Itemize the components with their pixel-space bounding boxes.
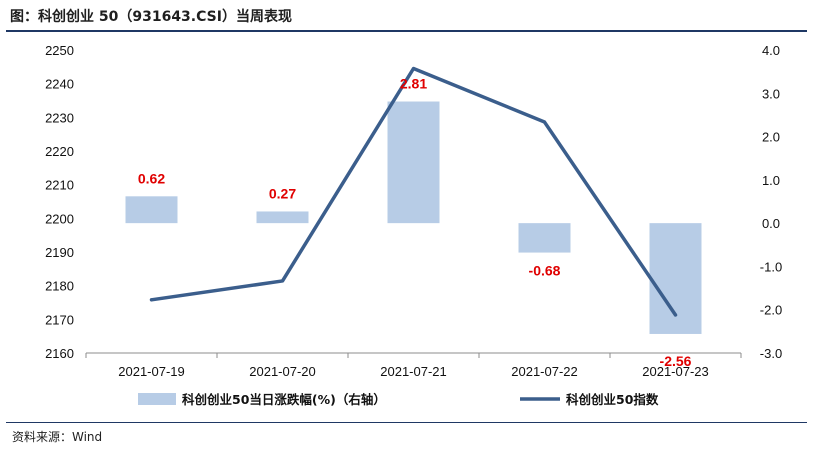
bar-data-label: -2.56 bbox=[660, 353, 692, 369]
y-right-tick-label: 4.0 bbox=[762, 43, 780, 58]
legend-line-label: 科创创业50指数 bbox=[566, 392, 659, 407]
x-tick-label: 2021-07-19 bbox=[118, 364, 185, 379]
change-bar bbox=[256, 211, 309, 224]
chart-title: 图：科创创业 50（931643.CSI）当周表现 bbox=[10, 9, 292, 25]
x-tick-label: 2021-07-22 bbox=[511, 364, 578, 379]
title-rule bbox=[6, 30, 807, 32]
change-bar bbox=[125, 196, 178, 224]
y-left-tick-label: 2250 bbox=[45, 43, 74, 58]
y-left-tick-label: 2210 bbox=[45, 178, 74, 193]
line-layer bbox=[149, 66, 678, 317]
x-tick-label: 2021-07-21 bbox=[380, 364, 447, 379]
bar-data-label: 2.81 bbox=[400, 76, 427, 92]
y-left-tick-label: 2190 bbox=[45, 245, 74, 260]
y-left-tick-label: 2180 bbox=[45, 279, 74, 294]
y-right-tick-label: -2.0 bbox=[760, 303, 782, 318]
y-right-tick-label: 0.0 bbox=[762, 216, 780, 231]
index-point bbox=[543, 120, 546, 124]
change-bar bbox=[387, 101, 440, 224]
bar-data-label: 0.62 bbox=[138, 170, 165, 186]
index-point bbox=[150, 298, 153, 302]
source-note: 资料来源：Wind bbox=[12, 430, 103, 444]
bars-layer bbox=[125, 101, 702, 334]
labels-layer: 0.62 0.27 2.81 -0.68 -2.56 bbox=[138, 76, 692, 369]
legend-bar-swatch bbox=[138, 393, 176, 405]
index-point bbox=[281, 279, 284, 283]
y-left-tick-label: 2230 bbox=[45, 110, 74, 125]
bar-data-label: -0.68 bbox=[529, 263, 561, 279]
y-left-tick-label: 2160 bbox=[45, 346, 74, 361]
y-left-tick-label: 2170 bbox=[45, 312, 74, 327]
bar-data-label: 0.27 bbox=[269, 185, 296, 201]
index-point bbox=[412, 67, 415, 71]
index-point bbox=[674, 313, 677, 317]
y-right-tick-label: -1.0 bbox=[760, 259, 782, 274]
y-right-tick-label: 3.0 bbox=[762, 86, 780, 101]
legend-layer: 科创创业50当日涨跌幅(%)（右轴） 科创创业50指数 bbox=[138, 392, 659, 407]
x-tick-label: 2021-07-23 bbox=[642, 364, 709, 379]
y-left-tick-label: 2240 bbox=[45, 77, 74, 92]
change-bar bbox=[649, 223, 702, 334]
y-right-tick-label: -3.0 bbox=[760, 346, 782, 361]
footer-rule bbox=[6, 422, 807, 423]
y-left-tick-label: 2200 bbox=[45, 211, 74, 226]
axes-layer: 2021-07-19 2021-07-20 2021-07-21 2021-07-22… bbox=[45, 43, 782, 379]
x-tick-label: 2021-07-20 bbox=[249, 364, 316, 379]
y-left-tick-label: 2220 bbox=[45, 144, 74, 159]
legend-bar-label: 科创创业50当日涨跌幅(%)（右轴） bbox=[182, 392, 386, 407]
y-right-tick-label: 2.0 bbox=[762, 130, 780, 145]
y-right-tick-label: 1.0 bbox=[762, 173, 780, 188]
change-bar bbox=[518, 223, 571, 253]
